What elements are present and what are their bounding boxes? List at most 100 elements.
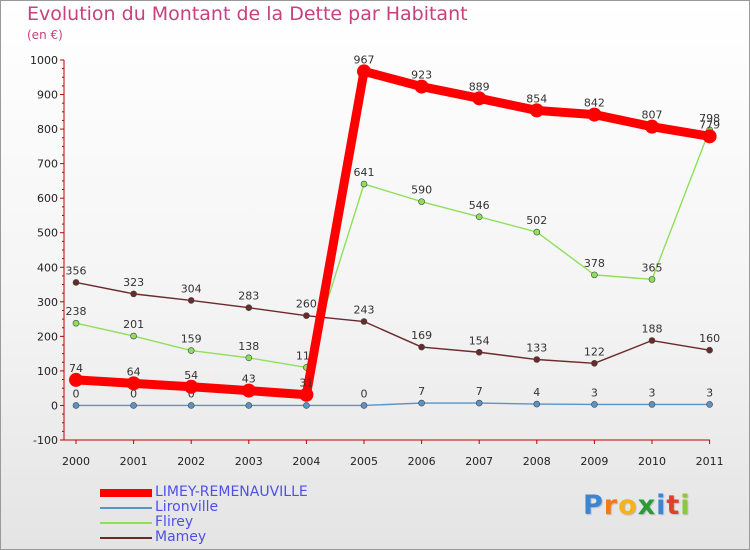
series-line-lironville	[75, 402, 711, 407]
logo-letter: P	[583, 490, 604, 521]
data-label: 546	[469, 199, 490, 212]
x-tick-label: 2006	[408, 455, 436, 468]
data-point	[706, 401, 713, 408]
data-point	[587, 107, 602, 122]
logo-letter: x	[637, 490, 657, 521]
y-tick-label: 300	[37, 296, 58, 309]
data-point	[130, 332, 137, 340]
legend-item: Flirey	[100, 514, 400, 530]
data-point	[245, 304, 253, 311]
data-point	[706, 346, 713, 354]
data-label: 43	[242, 373, 256, 386]
data-label: 0	[130, 387, 137, 400]
data-point	[475, 399, 483, 407]
data-label: 0	[188, 387, 195, 400]
x-tick-label: 2009	[580, 455, 608, 468]
data-label: 807	[642, 109, 663, 122]
data-label: 7	[418, 385, 425, 398]
series-line-mamey	[75, 281, 711, 365]
data-point	[591, 401, 598, 408]
legend-swatch	[100, 507, 152, 509]
data-label: 502	[526, 214, 547, 227]
legend-swatch	[100, 537, 152, 539]
legend-label: Flirey	[155, 514, 194, 530]
data-label: 31	[299, 377, 313, 390]
data-label: 188	[642, 323, 663, 336]
series-line-limey-remenauville	[71, 66, 715, 400]
y-tick-label: 600	[37, 192, 58, 205]
logo-letter: t	[666, 490, 681, 521]
data-label: 122	[584, 345, 605, 358]
data-label: 169	[411, 329, 432, 342]
data-point	[245, 402, 253, 409]
proxiti-logo: Proxiti	[583, 490, 691, 521]
legend-item: Mamey	[100, 529, 400, 545]
data-point	[533, 356, 541, 363]
data-point	[299, 387, 314, 402]
legend-label: Mamey	[155, 529, 207, 545]
data-label: 154	[469, 334, 490, 347]
x-tick-label: 2005	[350, 455, 378, 468]
legend-label: LIMEY-REMENAUVILLE	[155, 484, 308, 500]
x-tick-label: 2004	[292, 455, 320, 468]
legend-item: LIMEY-REMENAUVILLE	[100, 484, 400, 500]
data-label: 842	[584, 97, 605, 110]
data-point	[648, 337, 656, 344]
data-label: 54	[184, 369, 198, 382]
data-point	[303, 402, 310, 409]
legend-item: Lironville	[100, 499, 400, 515]
data-point	[130, 290, 137, 298]
x-tick-label: 2007	[465, 455, 493, 468]
data-label: 64	[127, 365, 141, 378]
data-point	[648, 401, 656, 408]
x-tick-label: 2003	[235, 455, 263, 468]
data-point	[648, 276, 656, 283]
y-axis-unit: (en €)	[27, 28, 63, 42]
data-point	[187, 297, 195, 304]
y-tick-label: 400	[37, 261, 58, 274]
data-label: 3	[649, 386, 656, 399]
data-point	[69, 372, 83, 387]
legend: LIMEY-REMENAUVILLE Lironville Flirey Mamey	[100, 484, 400, 545]
data-label: 243	[354, 304, 375, 317]
logo-letter: i	[680, 490, 691, 521]
data-label: 159	[181, 333, 202, 346]
data-label: 138	[238, 340, 259, 353]
data-label: 304	[181, 282, 202, 295]
data-label: 641	[354, 166, 375, 179]
data-point	[418, 198, 425, 205]
x-tick-label: 2001	[120, 455, 148, 468]
data-label: 3	[706, 386, 713, 399]
data-label: 923	[411, 69, 432, 82]
y-tick-label: 1000	[30, 54, 58, 67]
data-point	[241, 383, 256, 398]
y-tick-label: 100	[37, 365, 58, 378]
x-tick-label: 2008	[523, 455, 551, 468]
data-point	[130, 402, 137, 409]
data-point	[72, 402, 80, 409]
data-point	[533, 228, 541, 236]
y-tick-label: 900	[37, 89, 58, 102]
data-point	[591, 271, 598, 279]
data-label: 590	[411, 184, 432, 197]
data-point	[472, 91, 487, 106]
data-point	[360, 402, 368, 409]
data-label: 889	[469, 80, 490, 93]
data-label: 133	[526, 342, 547, 355]
x-tick-label: 2002	[177, 455, 205, 468]
data-point	[360, 318, 368, 325]
data-point	[126, 376, 141, 391]
legend-swatch	[100, 489, 152, 497]
data-label: 7	[476, 385, 483, 398]
data-point	[418, 399, 425, 407]
logo-letter: i	[656, 490, 667, 521]
logo-letter: o	[618, 490, 638, 521]
data-point	[245, 354, 253, 362]
data-point	[475, 348, 483, 356]
legend-label: Lironville	[155, 499, 219, 515]
data-label: 74	[69, 362, 83, 375]
data-point	[303, 312, 310, 319]
y-tick-label: -100	[33, 434, 58, 447]
data-point	[645, 119, 659, 134]
